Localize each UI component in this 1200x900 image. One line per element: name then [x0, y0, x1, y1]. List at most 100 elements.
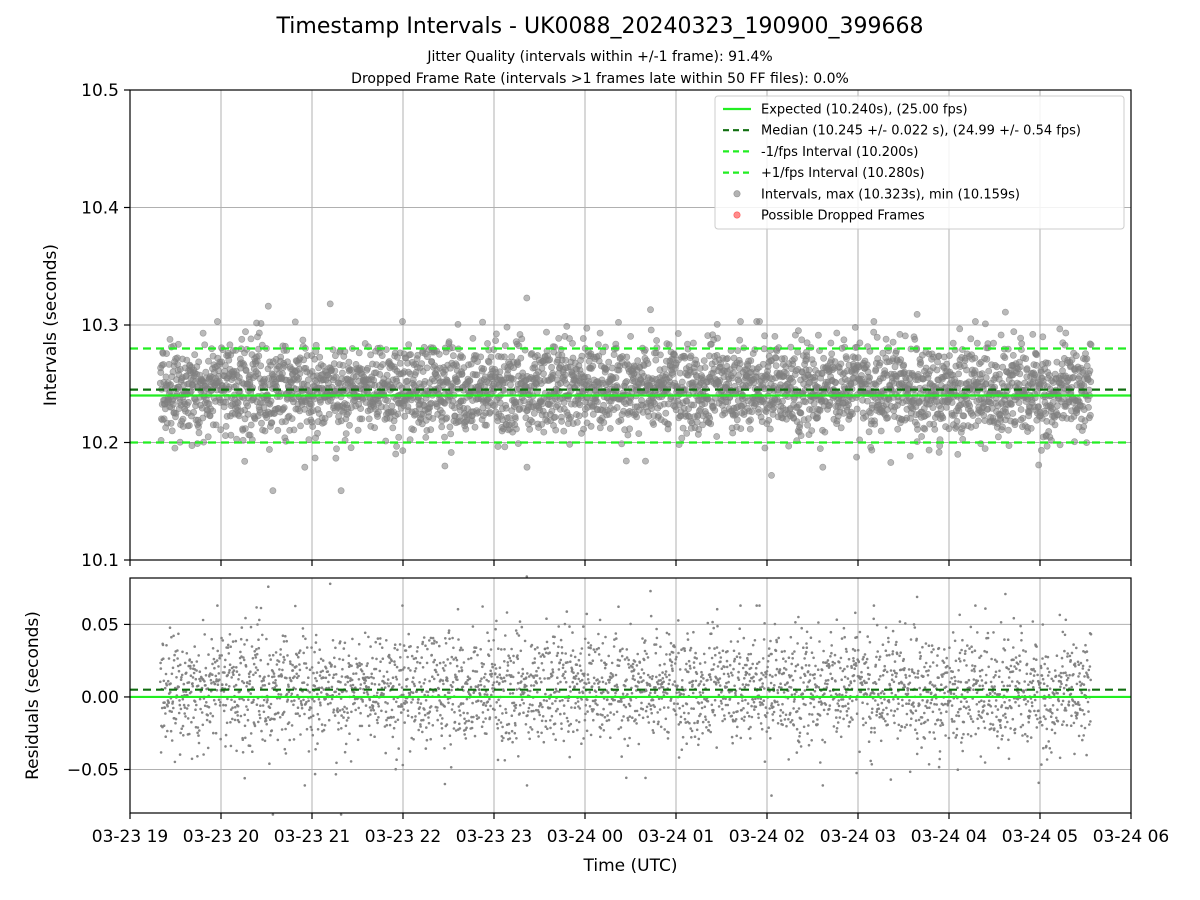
residual-point [331, 676, 335, 679]
residual-point [195, 703, 198, 707]
residual-point [203, 704, 207, 708]
residual-point [451, 636, 454, 640]
interval-point [871, 420, 879, 428]
residual-point [251, 700, 255, 704]
residual-point [323, 724, 327, 727]
interval-point [1017, 406, 1025, 413]
residual-point [503, 679, 507, 683]
residual-point [463, 733, 467, 736]
residual-point [272, 675, 276, 678]
residual-point [465, 726, 468, 730]
residual-point [554, 738, 557, 741]
residual-point [279, 693, 283, 696]
residual-point [518, 712, 521, 715]
residual-point [406, 677, 409, 681]
residual-point [290, 724, 294, 727]
interval-point [796, 421, 804, 428]
interval-point [924, 410, 932, 418]
residual-point [386, 702, 389, 705]
chart-subtitle-jitter: Jitter Quality (intervals within +/-1 fr… [427, 49, 773, 65]
residual-point [525, 684, 528, 688]
residual-point [450, 708, 454, 711]
residual-point [548, 651, 551, 654]
residual-point [501, 712, 504, 715]
interval-point [1087, 378, 1095, 386]
interval-point [1035, 461, 1043, 469]
residual-point [313, 650, 316, 654]
residual-point [345, 707, 349, 710]
residual-point [343, 641, 347, 645]
residual-point [212, 657, 216, 661]
residual-point [297, 674, 300, 678]
residual-point [392, 715, 395, 719]
interval-point [507, 381, 514, 389]
residual-point [184, 715, 187, 718]
interval-point [401, 412, 409, 420]
residual-point [517, 755, 520, 758]
residual-point [199, 707, 202, 711]
interval-point [290, 426, 298, 434]
interval-point [546, 356, 554, 364]
residual-point [204, 674, 208, 677]
interval-point [906, 380, 914, 388]
residual-point [491, 665, 494, 669]
residual-point [234, 705, 237, 709]
residual-point [390, 716, 393, 719]
residual-point [509, 659, 513, 663]
residual-point [209, 678, 213, 682]
residual-point [376, 691, 379, 695]
residual-point [273, 717, 276, 721]
interval-point [1005, 426, 1012, 434]
residual-point [430, 653, 434, 657]
residual-point [435, 670, 438, 674]
interval-point [873, 333, 881, 341]
residual-point [338, 709, 342, 712]
interval-outlier-point [337, 487, 345, 495]
interval-point [235, 374, 243, 381]
interval-point [851, 323, 859, 331]
residual-point [386, 682, 389, 685]
residual-point [562, 663, 565, 667]
residual-point [522, 711, 525, 714]
residual-point [542, 699, 546, 702]
residual-point [186, 717, 190, 720]
residual-point [473, 734, 477, 738]
residual-point [189, 667, 192, 670]
residual-point [282, 710, 286, 714]
residual-point [392, 684, 395, 688]
residual-point [369, 709, 373, 712]
residual-point [343, 750, 347, 754]
residual-point [489, 669, 493, 673]
residual-point [173, 653, 176, 657]
residual-point [192, 671, 196, 675]
residual-point [361, 700, 365, 703]
interval-point [288, 415, 296, 422]
residual-point [510, 647, 513, 651]
interval-point [301, 463, 309, 471]
residual-point [395, 700, 398, 704]
residual-point [447, 631, 451, 635]
residual-point [239, 714, 243, 718]
residual-point [296, 712, 300, 715]
residual-point [190, 757, 194, 761]
interval-point [345, 358, 353, 366]
residual-point [539, 655, 543, 658]
residual-point [500, 677, 503, 680]
residual-point [305, 646, 309, 649]
residual-point [386, 678, 390, 681]
residual-point [174, 717, 178, 721]
residual-point [488, 716, 492, 719]
residual-point [164, 735, 167, 738]
interval-point [761, 332, 768, 340]
interval-point [828, 350, 836, 358]
interval-point [635, 430, 643, 437]
residual-point [373, 683, 377, 686]
interval-point [953, 417, 961, 425]
residual-point [344, 742, 348, 746]
residual-point [387, 653, 391, 657]
residual-point [378, 642, 382, 646]
residual-point [562, 704, 566, 707]
interval-point [797, 432, 805, 439]
residual-point [436, 718, 440, 722]
residual-point [260, 729, 263, 733]
